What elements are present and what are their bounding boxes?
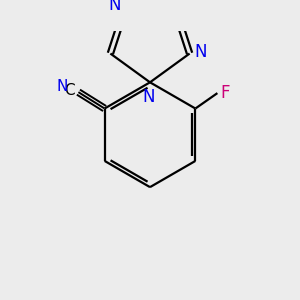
Text: N: N [108, 0, 121, 14]
Text: N: N [142, 88, 155, 106]
Text: N: N [194, 43, 207, 61]
Text: C: C [64, 83, 75, 98]
Text: N: N [56, 79, 68, 94]
Text: F: F [220, 84, 230, 102]
